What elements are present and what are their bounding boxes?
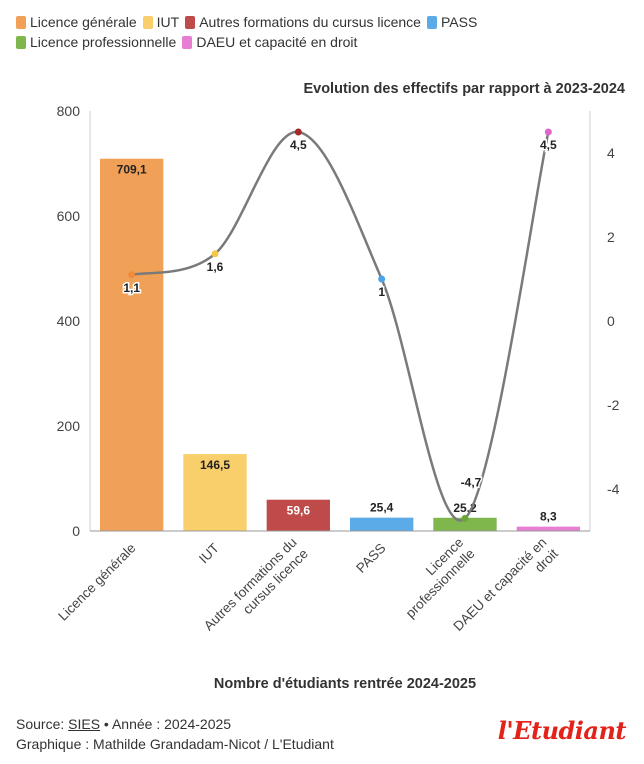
bar xyxy=(350,517,414,531)
bar xyxy=(516,526,580,531)
y-tick-label: 0 xyxy=(72,523,80,539)
y2-tick-label: -2 xyxy=(607,397,620,413)
legend-item[interactable]: IUT xyxy=(142,12,180,32)
legend-swatch xyxy=(426,15,437,29)
y2-tick-label: 2 xyxy=(607,229,615,245)
legend-swatch xyxy=(16,15,26,29)
y-tick-label: 800 xyxy=(57,103,81,119)
legend-label: DAEU et capacité en droit xyxy=(196,34,358,50)
line-data-label: 4,5 xyxy=(290,138,307,152)
x-tick-label-line: IUT xyxy=(196,540,222,566)
legend-row: Licence professionnelle DAEU et capacité … xyxy=(16,32,628,52)
line-point xyxy=(294,128,302,136)
legend-swatch xyxy=(182,35,193,49)
x-tick-label: Licence générale xyxy=(55,540,138,623)
chart-title: Evolution des effectifs par rapport à 20… xyxy=(303,81,625,97)
source-link[interactable]: SIES xyxy=(68,716,101,732)
bar-data-label: 709,1 xyxy=(117,163,147,177)
x-axis-title: Nombre d'étudiants rentrée 2024-2025 xyxy=(214,676,476,692)
legend-item[interactable]: Licence professionnelle xyxy=(16,32,176,52)
chart-legend: Licence générale IUT Autres formations du … xyxy=(16,12,628,52)
y-tick-label: 200 xyxy=(57,418,81,434)
y-tick-label: 400 xyxy=(57,313,81,329)
line-point xyxy=(211,250,219,258)
x-tick-label: PASS xyxy=(353,540,388,575)
bar-data-label: 8,3 xyxy=(540,510,557,524)
legend-swatch xyxy=(16,35,26,49)
legend-swatch xyxy=(142,15,153,29)
bar xyxy=(433,517,497,531)
legend-label: Licence professionnelle xyxy=(30,34,177,50)
legend-row: Licence générale IUT Autres formations du … xyxy=(16,12,628,32)
legend-label: Licence générale xyxy=(30,14,137,30)
legend-label: PASS xyxy=(440,14,478,30)
line-data-label: -4,7 xyxy=(461,475,482,489)
combo-chart: Evolution des effectifs par rapport à 20… xyxy=(55,81,625,692)
source-year: • Année : 2024-2025 xyxy=(100,716,232,732)
source-line: Source: SIES • Année : 2024-2025 xyxy=(16,714,334,734)
line-point xyxy=(378,275,386,283)
y2-tick-label: 0 xyxy=(607,313,615,329)
legend-swatch xyxy=(185,15,196,29)
source-prefix: Source: xyxy=(16,716,69,732)
legend-item[interactable]: PASS xyxy=(426,12,478,32)
line-point xyxy=(128,271,136,279)
legend-label: IUT xyxy=(156,14,180,30)
line-point xyxy=(544,128,552,136)
credit-line: Graphique : Mathilde Grandadam-Nicot / L… xyxy=(16,736,334,752)
line-data-label: 1,1 xyxy=(123,281,140,295)
line-data-label: 1,6 xyxy=(207,260,224,274)
line-point xyxy=(461,514,469,522)
bar-data-label: 25,4 xyxy=(370,501,394,515)
y2-tick-label: 4 xyxy=(607,145,615,161)
legend-item[interactable]: Autres formations du cursus licence xyxy=(185,12,421,32)
bar-data-label: 59,6 xyxy=(287,504,311,518)
chart-footer: Source: SIES • Année : 2024-2025 Graphiq… xyxy=(16,714,334,754)
bar-data-label: 146,5 xyxy=(200,458,230,472)
bar xyxy=(266,499,330,531)
y-tick-label: 600 xyxy=(57,208,81,224)
legend-item[interactable]: Licence générale xyxy=(16,12,137,32)
line-data-label: 1 xyxy=(378,285,385,299)
bar xyxy=(100,158,164,531)
bar xyxy=(183,454,247,531)
letudiant-logo: l'Etudiant xyxy=(497,716,627,745)
x-tick-label-line: PASS xyxy=(353,540,388,575)
x-tick-label-line: Licence générale xyxy=(55,540,138,623)
legend-item[interactable]: DAEU et capacité en droit xyxy=(182,32,357,52)
x-tick-label: IUT xyxy=(196,540,222,566)
legend-label: Autres formations du cursus licence xyxy=(199,14,421,30)
y2-tick-label: -4 xyxy=(607,481,620,497)
line-data-label: 4,5 xyxy=(540,138,557,152)
